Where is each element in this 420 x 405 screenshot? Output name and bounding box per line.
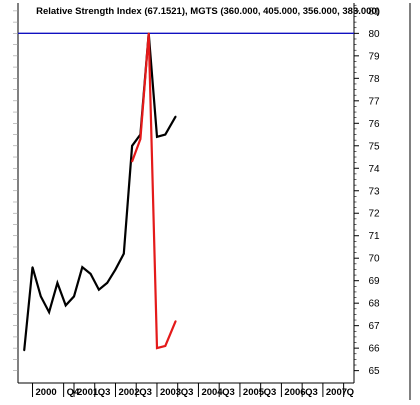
series-layer bbox=[18, 32, 354, 352]
data-point bbox=[174, 115, 177, 118]
right-y-axis: 65 66 67 68 69 70 71 72 73 74 75 76 77 78 79 80 81 bbox=[353, 3, 411, 400]
right-tick-label: 69 bbox=[368, 276, 380, 287]
right-tick-label: 78 bbox=[368, 74, 380, 85]
right-tick-label: 77 bbox=[368, 96, 380, 107]
data-point bbox=[89, 273, 92, 275]
x-tick-label: Q bbox=[347, 387, 354, 398]
x-tick-label: Q4 bbox=[67, 387, 80, 398]
right-tick-label: 73 bbox=[368, 186, 380, 197]
data-point bbox=[48, 311, 51, 314]
right-tick-label: 65 bbox=[368, 366, 380, 377]
right-tick-label: 80 bbox=[368, 29, 380, 40]
data-point bbox=[106, 282, 109, 284]
chart-title: Relative Strength Index (67.1521), MGTS … bbox=[36, 6, 380, 17]
rsi-series-red-line bbox=[131, 33, 177, 350]
data-point bbox=[64, 304, 67, 307]
data-point bbox=[23, 349, 26, 352]
x-tick-label: 2003 bbox=[160, 387, 181, 398]
x-tick-label: 2002 bbox=[118, 387, 139, 398]
right-tick-label: 72 bbox=[368, 209, 380, 220]
x-tick-label: 2001 bbox=[77, 387, 99, 398]
right-tick-label: 68 bbox=[368, 299, 380, 310]
right-tick-label: 70 bbox=[368, 254, 380, 265]
data-point bbox=[164, 133, 167, 136]
data-point bbox=[56, 282, 59, 284]
data-point bbox=[73, 295, 75, 298]
data-point bbox=[156, 347, 158, 350]
data-point bbox=[31, 266, 34, 269]
x-tick-label: Q3 bbox=[222, 387, 235, 398]
x-tick-label: 2006 bbox=[284, 387, 305, 398]
x-tick-label: 2005 bbox=[243, 387, 265, 398]
data-point bbox=[174, 320, 177, 323]
right-tick-label: 74 bbox=[368, 164, 380, 175]
x-tick-label: 2004 bbox=[201, 387, 223, 398]
x-tick-label: 2000 bbox=[36, 387, 57, 398]
data-point bbox=[164, 344, 167, 347]
x-tick-label: Q3 bbox=[139, 387, 152, 398]
data-point bbox=[97, 288, 100, 291]
data-point bbox=[131, 160, 133, 163]
data-point bbox=[156, 135, 158, 138]
x-tick-label: 2007 bbox=[326, 387, 347, 398]
data-point bbox=[122, 252, 125, 255]
left-axis-minor-ticks bbox=[13, 3, 19, 383]
right-tick-label: 67 bbox=[368, 321, 380, 332]
data-point bbox=[139, 138, 142, 140]
right-tick-label: 71 bbox=[368, 231, 380, 242]
data-point bbox=[39, 295, 42, 298]
data-point bbox=[147, 32, 150, 35]
x-tick-label: Q3 bbox=[98, 387, 111, 398]
data-point bbox=[131, 144, 133, 147]
x-tick-label: Q3 bbox=[305, 387, 318, 398]
right-tick-label: 81 bbox=[368, 6, 380, 17]
right-tick-label: 79 bbox=[368, 51, 380, 62]
data-point bbox=[81, 266, 84, 269]
data-point bbox=[114, 268, 117, 271]
right-tick-label: 66 bbox=[368, 344, 380, 355]
right-tick-label: 75 bbox=[368, 141, 380, 152]
x-tick-label: Q3 bbox=[264, 387, 277, 398]
right-tick-label: 76 bbox=[368, 119, 380, 130]
x-tick-label: Q3 bbox=[181, 387, 194, 398]
